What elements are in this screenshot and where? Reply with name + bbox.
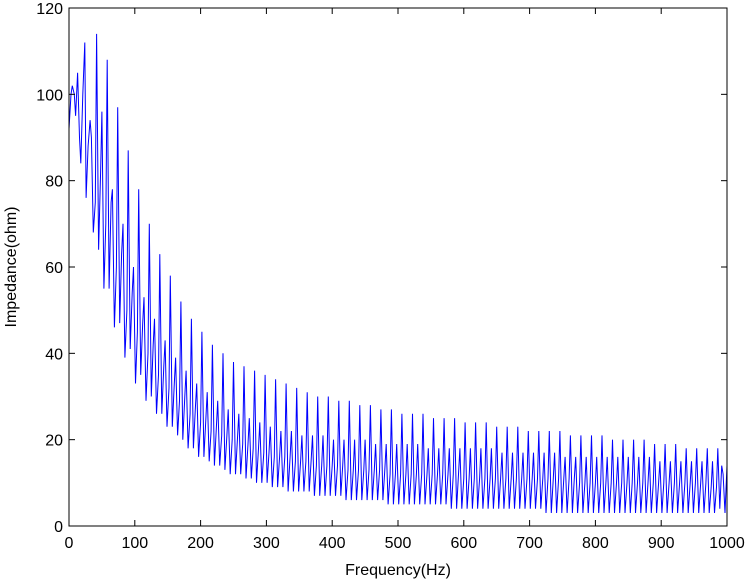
tick-layer (68, 7, 728, 527)
impedance-series-line-1 (68, 33, 728, 514)
y-tick-label: 60 (45, 260, 63, 277)
x-tick-label: 300 (253, 535, 280, 552)
x-tick-label: 200 (187, 535, 214, 552)
series-layer (68, 33, 728, 514)
x-tick-label: 0 (65, 535, 74, 552)
x-tick-label: 700 (516, 535, 543, 552)
x-tick-label: 1000 (709, 535, 745, 552)
label-layer: 0 100 200 300 400 500 600 700 800 900 1000 0 20 40 60 8… (36, 1, 745, 552)
x-tick-label: 100 (121, 535, 148, 552)
x-tick-label: 900 (648, 535, 675, 552)
x-tick-label: 600 (450, 535, 477, 552)
y-tick-label: 80 (45, 174, 63, 191)
y-tick-label: 40 (45, 346, 63, 363)
x-tick-label: 800 (582, 535, 609, 552)
y-axis-label: Impedance(ohm) (3, 207, 20, 328)
x-tick-label: 400 (319, 535, 346, 552)
y-tick-label: 0 (54, 519, 63, 536)
y-tick-label: 20 (45, 433, 63, 450)
y-tick-label: 120 (36, 1, 63, 18)
y-tick-label: 100 (36, 87, 63, 104)
x-tick-label: 500 (385, 535, 412, 552)
x-axis-label: Frequency(Hz) (345, 562, 451, 579)
